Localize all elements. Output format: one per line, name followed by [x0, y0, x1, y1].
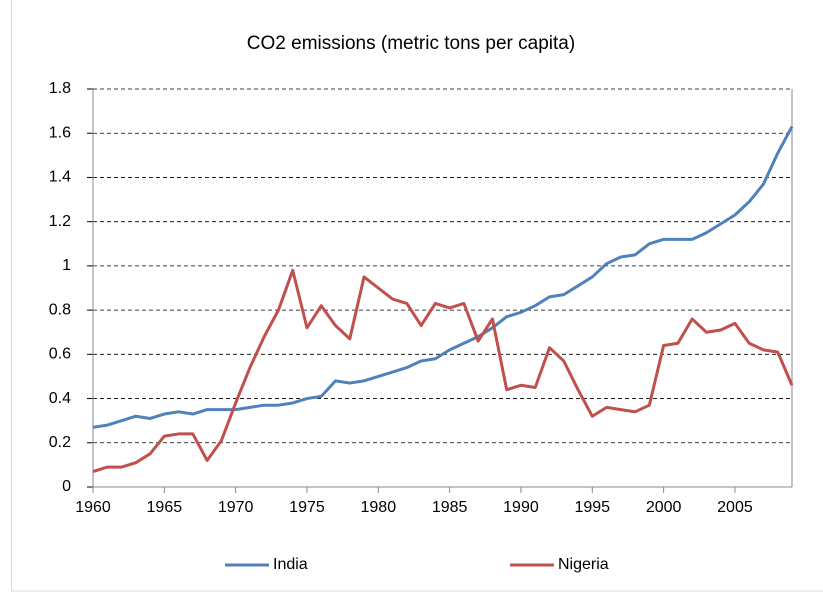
x-tick-label: 1970 — [218, 499, 254, 516]
x-tick-label: 2005 — [717, 499, 753, 516]
legend-label: India — [273, 556, 308, 573]
y-tick-label: 1.4 — [49, 169, 71, 186]
line — [92, 125, 794, 429]
y-tick-label: 1.2 — [49, 213, 71, 230]
y-tick-label: 0 — [62, 478, 71, 495]
legend-label: Nigeria — [558, 556, 609, 573]
x-tick-label: 1980 — [361, 499, 397, 516]
x-tick-label: 1975 — [289, 499, 325, 516]
y-tick-label: 0.4 — [49, 390, 71, 407]
y-tick-label: 0.6 — [49, 346, 71, 363]
x-tick-label: 1990 — [503, 499, 539, 516]
x-tick-label: 1965 — [147, 499, 183, 516]
line — [92, 268, 794, 473]
y-tick-label: 1.6 — [49, 124, 71, 141]
chart-border — [11, 0, 823, 592]
y-tick-label: 1.8 — [49, 80, 71, 97]
y-tick-label: 0.2 — [49, 434, 71, 451]
y-tick-label: 1 — [62, 257, 71, 274]
chart-title: CO2 emissions (metric tons per capita) — [247, 33, 575, 54]
x-tick-label: 1960 — [75, 499, 111, 516]
x-tick-label: 2000 — [646, 499, 682, 516]
x-tick-label: 1985 — [432, 499, 468, 516]
y-tick-label: 0.8 — [49, 301, 71, 318]
x-tick-label: 1995 — [574, 499, 610, 516]
